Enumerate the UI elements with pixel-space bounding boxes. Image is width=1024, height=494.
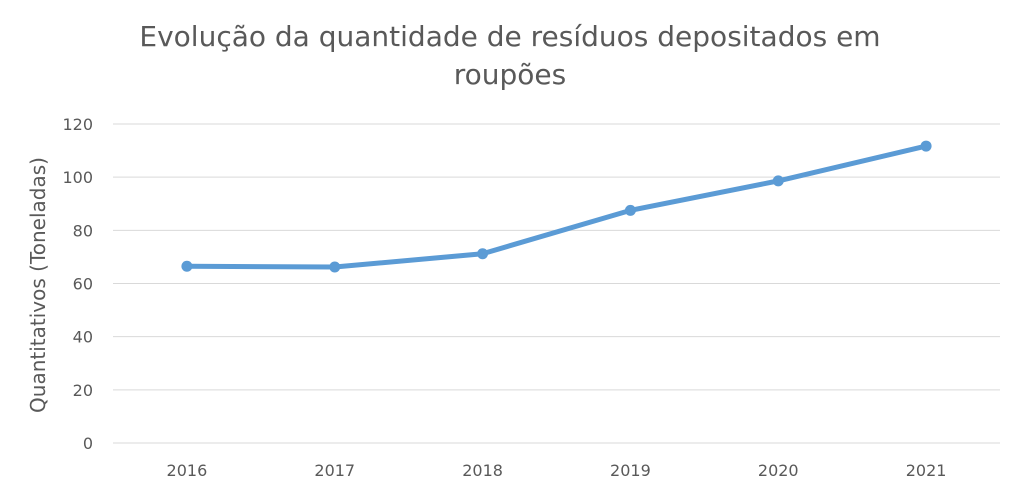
y-tick-label: 80 bbox=[73, 221, 93, 240]
series-line-0 bbox=[184, 143, 929, 270]
chart-title-line-2: roupões bbox=[454, 58, 567, 91]
y-tick-label: 0 bbox=[83, 434, 93, 453]
y-tick-label: 60 bbox=[73, 275, 93, 294]
data-point bbox=[181, 260, 193, 272]
x-tick-label: 2017 bbox=[314, 461, 355, 480]
gridlines bbox=[113, 123, 1000, 444]
data-point bbox=[772, 175, 784, 187]
x-tick-label: 2019 bbox=[610, 461, 651, 480]
y-tick-label: 120 bbox=[62, 115, 93, 134]
x-tick-label: 2018 bbox=[462, 461, 503, 480]
chart-title-line-1: Evolução da quantidade de resíduos depos… bbox=[139, 20, 880, 53]
data-point bbox=[624, 204, 636, 216]
series-group bbox=[181, 140, 932, 273]
chart-title: Evolução da quantidade de resíduos depos… bbox=[139, 20, 880, 91]
y-tick-label: 100 bbox=[62, 168, 93, 187]
x-axis-ticks: 2016 2017 2018 2019 2020 2021 bbox=[167, 461, 947, 480]
y-tick-label: 20 bbox=[73, 381, 93, 400]
x-tick-label: 2016 bbox=[167, 461, 208, 480]
data-point bbox=[477, 248, 489, 260]
y-tick-label: 40 bbox=[73, 328, 93, 347]
y-axis-title: Quantitativos (Toneladas) bbox=[26, 157, 50, 413]
y-axis-ticks: 0 20 40 60 80 100 120 bbox=[62, 115, 93, 453]
x-tick-label: 2021 bbox=[906, 461, 947, 480]
data-point bbox=[329, 261, 341, 273]
data-point bbox=[920, 140, 932, 152]
x-tick-label: 2020 bbox=[758, 461, 799, 480]
